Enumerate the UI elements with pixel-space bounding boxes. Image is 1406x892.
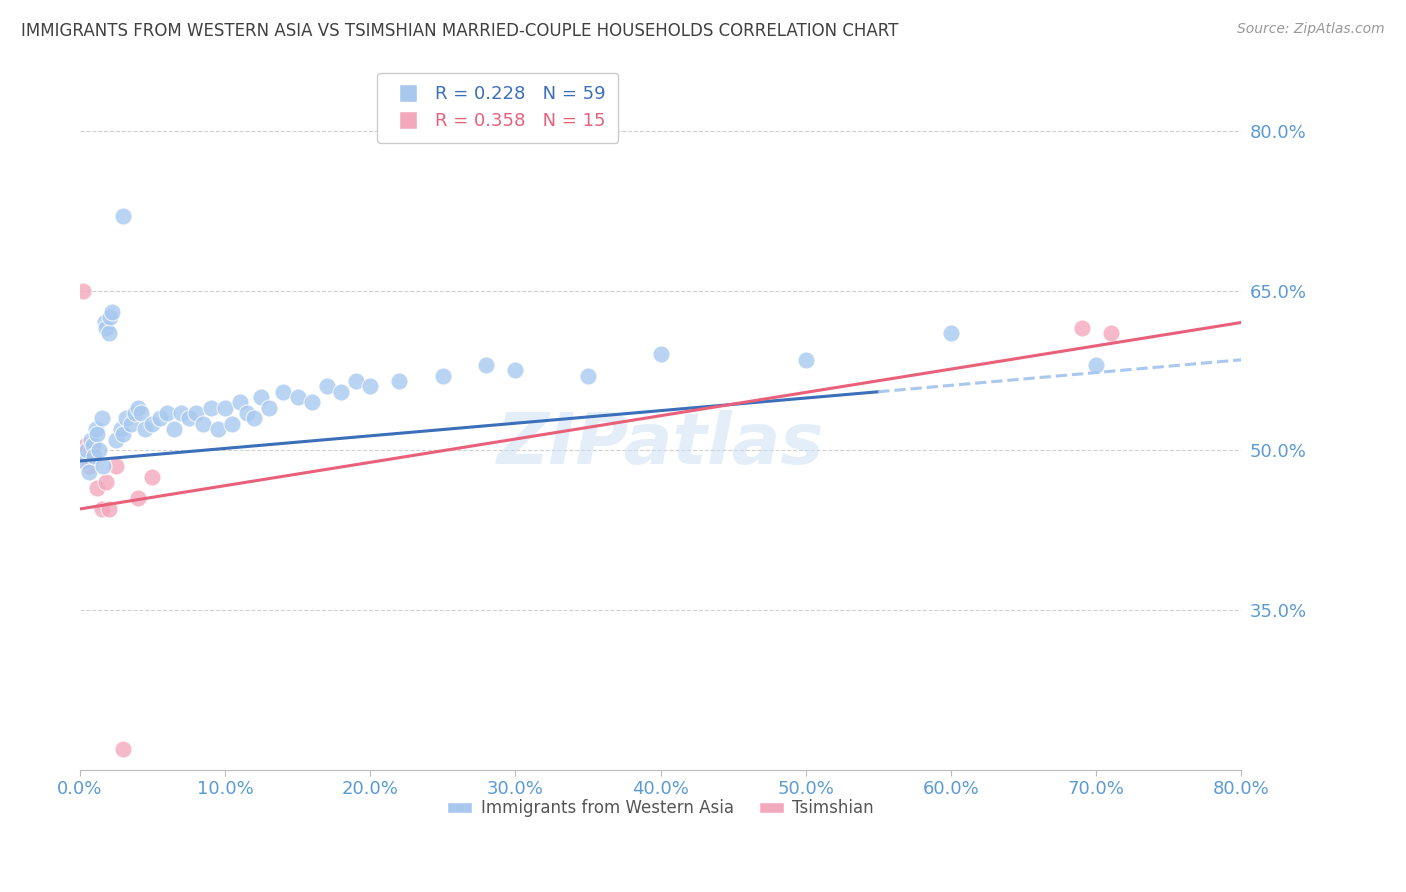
Point: [82, 438, 104, 452]
Point: [129, 406, 152, 420]
Point: [112, 209, 135, 223]
Point: [120, 417, 142, 431]
Legend: Immigrants from Western Asia, Tsimshian: Immigrants from Western Asia, Tsimshian: [440, 793, 880, 824]
Point: [110, 422, 132, 436]
Point: [127, 401, 149, 415]
Point: [177, 411, 200, 425]
Point: [77, 459, 100, 474]
Point: [80, 433, 103, 447]
Point: [86, 481, 108, 495]
Point: [80, 443, 103, 458]
Point: [94, 475, 117, 490]
Point: [193, 417, 215, 431]
Point: [243, 411, 266, 425]
Point: [794, 352, 817, 367]
Point: [315, 379, 337, 393]
Text: Source: ZipAtlas.com: Source: ZipAtlas.com: [1237, 22, 1385, 37]
Point: [214, 401, 236, 415]
Point: [271, 384, 294, 399]
Point: [236, 406, 259, 420]
Point: [650, 347, 672, 361]
Point: [359, 379, 381, 393]
Point: [83, 438, 105, 452]
Point: [301, 395, 323, 409]
Point: [250, 390, 273, 404]
Point: [91, 459, 114, 474]
Point: [287, 390, 309, 404]
Point: [90, 411, 112, 425]
Point: [149, 411, 172, 425]
Point: [432, 368, 454, 383]
Point: [115, 411, 138, 425]
Point: [87, 443, 110, 458]
Point: [156, 406, 179, 420]
Point: [73, 454, 96, 468]
Point: [134, 422, 156, 436]
Point: [505, 363, 527, 377]
Point: [97, 502, 120, 516]
Point: [76, 443, 98, 458]
Point: [75, 438, 97, 452]
Point: [388, 374, 411, 388]
Point: [97, 326, 120, 340]
Point: [124, 406, 146, 420]
Point: [475, 358, 498, 372]
Point: [170, 406, 193, 420]
Point: [83, 449, 105, 463]
Point: [84, 422, 107, 436]
Point: [112, 741, 135, 756]
Point: [939, 326, 962, 340]
Text: ZIPatlas: ZIPatlas: [496, 410, 824, 479]
Point: [90, 502, 112, 516]
Point: [105, 459, 128, 474]
Point: [184, 406, 207, 420]
Point: [1099, 326, 1122, 340]
Point: [141, 470, 163, 484]
Point: [77, 465, 100, 479]
Point: [344, 374, 367, 388]
Point: [112, 427, 135, 442]
Point: [141, 417, 163, 431]
Point: [1070, 321, 1092, 335]
Point: [98, 310, 121, 325]
Point: [94, 321, 117, 335]
Point: [1085, 358, 1108, 372]
Point: [163, 422, 186, 436]
Point: [72, 284, 94, 298]
Point: [228, 395, 250, 409]
Point: [200, 401, 222, 415]
Text: IMMIGRANTS FROM WESTERN ASIA VS TSIMSHIAN MARRIED-COUPLE HOUSEHOLDS CORRELATION : IMMIGRANTS FROM WESTERN ASIA VS TSIMSHIA…: [21, 22, 898, 40]
Point: [207, 422, 229, 436]
Point: [221, 417, 243, 431]
Point: [127, 491, 149, 506]
Point: [101, 305, 124, 319]
Point: [93, 316, 115, 330]
Point: [105, 433, 128, 447]
Point: [86, 427, 108, 442]
Point: [257, 401, 280, 415]
Point: [576, 368, 599, 383]
Point: [330, 384, 353, 399]
